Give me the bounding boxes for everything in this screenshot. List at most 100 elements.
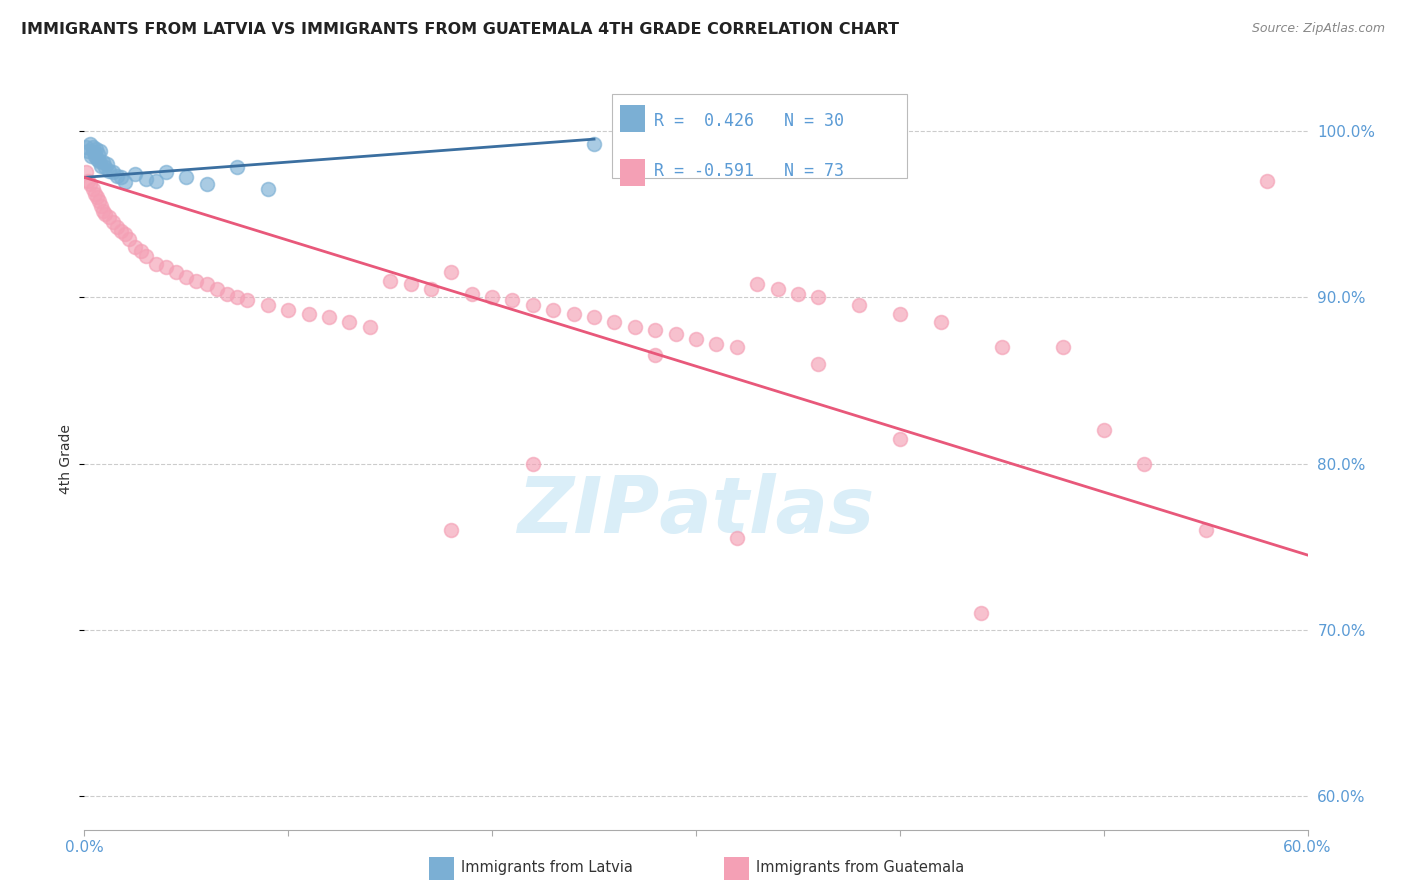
Point <box>93 161 117 175</box>
Point <box>135 249 157 263</box>
Point <box>124 240 146 254</box>
Point <box>110 170 132 185</box>
Point <box>155 260 177 275</box>
Point <box>236 293 259 308</box>
Point <box>105 220 128 235</box>
Point <box>131 244 153 258</box>
Point <box>77 144 100 158</box>
Point <box>583 137 606 152</box>
Point <box>75 165 97 179</box>
Point <box>195 277 218 291</box>
Text: ZIP​atlas: ZIP​atlas <box>517 473 875 549</box>
Point <box>929 315 952 329</box>
Point <box>105 169 128 183</box>
Y-axis label: 4th Grade: 4th Grade <box>59 425 73 494</box>
Point <box>318 310 340 325</box>
Point <box>97 163 120 178</box>
Point <box>522 457 544 471</box>
Point <box>1195 523 1218 537</box>
Point <box>226 161 249 175</box>
Point <box>257 182 280 196</box>
Point <box>118 232 141 246</box>
Point <box>502 293 524 308</box>
Point <box>380 273 402 287</box>
Point <box>114 175 136 189</box>
Point <box>86 147 108 161</box>
Point <box>87 153 110 168</box>
Point <box>481 290 503 304</box>
Point <box>685 332 707 346</box>
Text: IMMIGRANTS FROM LATVIA VS IMMIGRANTS FROM GUATEMALA 4TH GRADE CORRELATION CHART: IMMIGRANTS FROM LATVIA VS IMMIGRANTS FRO… <box>21 22 898 37</box>
Point <box>624 320 647 334</box>
Point <box>79 177 101 191</box>
Text: Immigrants from Latvia: Immigrants from Latvia <box>461 861 633 875</box>
Point <box>96 157 118 171</box>
Point <box>165 265 187 279</box>
Point <box>298 307 321 321</box>
Point <box>155 165 177 179</box>
Point <box>665 326 688 341</box>
Point <box>787 286 810 301</box>
Point <box>706 336 728 351</box>
Text: Source: ZipAtlas.com: Source: ZipAtlas.com <box>1251 22 1385 36</box>
Point <box>644 323 666 337</box>
Point <box>82 182 104 196</box>
Point <box>1052 340 1074 354</box>
Point <box>644 348 666 362</box>
Point <box>603 315 626 329</box>
Point <box>543 303 565 318</box>
Point <box>83 187 105 202</box>
Point <box>1256 174 1278 188</box>
Point <box>87 194 110 208</box>
Point <box>257 298 280 312</box>
Point <box>86 190 108 204</box>
Point <box>217 286 239 301</box>
Point <box>84 142 107 156</box>
Point <box>583 310 606 325</box>
Point <box>1133 457 1156 471</box>
Point <box>135 172 157 186</box>
Point <box>124 167 146 181</box>
Point <box>440 523 463 537</box>
Point <box>226 290 249 304</box>
Point <box>186 273 208 287</box>
Point <box>145 257 167 271</box>
Point <box>90 159 112 173</box>
Point <box>145 174 167 188</box>
Point <box>77 174 100 188</box>
Point <box>725 532 748 546</box>
Point <box>522 298 544 312</box>
Point <box>101 215 124 229</box>
Point <box>89 144 111 158</box>
Point <box>277 303 299 318</box>
Text: R = -0.591   N = 73: R = -0.591 N = 73 <box>654 162 844 180</box>
Point <box>359 320 381 334</box>
Point <box>93 207 117 221</box>
Text: Immigrants from Guatemala: Immigrants from Guatemala <box>756 861 965 875</box>
Point <box>91 155 114 169</box>
Point <box>82 140 104 154</box>
Point <box>174 270 197 285</box>
Point <box>174 170 197 185</box>
Point <box>83 149 105 163</box>
Point <box>807 290 830 304</box>
Point <box>114 227 136 241</box>
Point <box>205 282 228 296</box>
Point <box>110 224 132 238</box>
Point <box>80 149 103 163</box>
Point <box>91 203 114 218</box>
Point <box>889 307 911 321</box>
Text: R =  0.426   N = 30: R = 0.426 N = 30 <box>654 112 844 129</box>
Point <box>86 152 108 166</box>
Point <box>562 307 585 321</box>
Point <box>90 199 112 213</box>
Point <box>461 286 484 301</box>
Point <box>440 265 463 279</box>
Point <box>399 277 422 291</box>
Point <box>195 177 218 191</box>
Point <box>747 277 769 291</box>
Point <box>889 432 911 446</box>
Point <box>970 607 993 621</box>
Point <box>79 137 101 152</box>
Point <box>420 282 443 296</box>
